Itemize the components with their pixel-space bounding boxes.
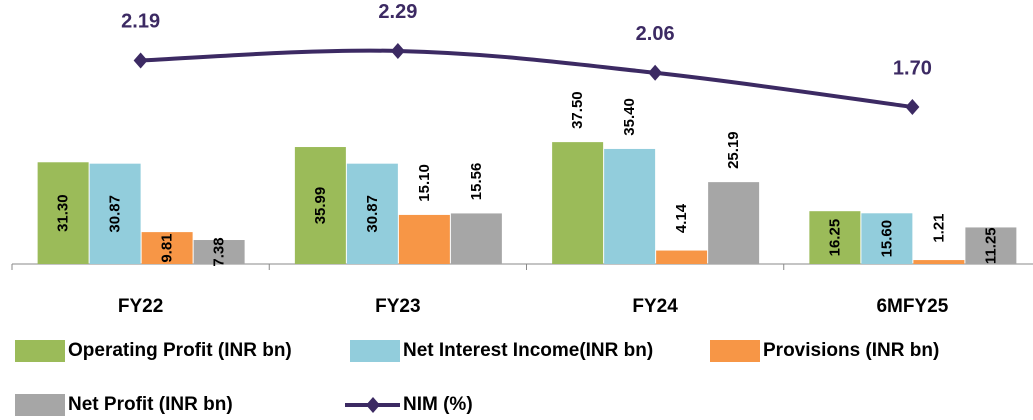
x-tick-label: FY22 — [118, 296, 163, 317]
legend-label: Net Profit (INR bn) — [68, 394, 233, 415]
line-value-label: 2.06 — [636, 23, 675, 45]
value-label: 1.21 — [930, 213, 947, 242]
legend-label: NIM (%) — [403, 394, 473, 415]
bar — [656, 250, 708, 264]
value-label: 37.50 — [569, 91, 586, 129]
bar — [294, 147, 346, 264]
value-label: 35.99 — [312, 187, 329, 225]
bar — [398, 214, 450, 264]
legend-label: Net Interest Income(INR bn) — [403, 340, 653, 361]
value-label: 16.25 — [826, 219, 843, 257]
line-value-label: 2.19 — [121, 11, 160, 33]
bar — [346, 163, 398, 264]
value-label: 30.87 — [364, 195, 381, 233]
bar — [913, 260, 965, 264]
value-label: 30.87 — [107, 195, 124, 233]
x-tick-label: 6MFY25 — [876, 296, 948, 317]
x-tick-label: FY23 — [375, 296, 420, 317]
bar — [141, 232, 193, 264]
line-value-label: 2.29 — [378, 1, 417, 23]
value-label: 11.25 — [982, 227, 999, 264]
legend-swatch — [350, 340, 400, 362]
value-label: 15.56 — [468, 163, 485, 201]
bar — [604, 148, 656, 264]
bar — [552, 142, 604, 264]
value-label: 25.19 — [725, 131, 742, 169]
legend-swatch — [15, 340, 65, 362]
bar — [809, 211, 861, 264]
bar — [193, 240, 245, 264]
value-label: 15.60 — [878, 220, 895, 258]
bar — [89, 163, 141, 264]
bar — [965, 227, 1017, 264]
value-label: 7.38 — [211, 237, 228, 266]
legend-swatch — [710, 340, 760, 362]
value-label: 15.10 — [416, 164, 433, 202]
line-marker — [390, 42, 405, 59]
x-tick-label: FY24 — [632, 296, 678, 317]
bar — [450, 213, 502, 264]
line-value-label: 1.70 — [893, 57, 932, 79]
legend-swatch — [15, 394, 65, 416]
line-marker — [905, 99, 920, 115]
value-label: 4.14 — [673, 203, 690, 233]
legend-label: Operating Profit (INR bn) — [68, 340, 292, 361]
legend-label: Provisions (INR bn) — [763, 340, 939, 361]
bar — [861, 213, 913, 264]
line — [140, 48, 913, 109]
bar — [708, 182, 760, 264]
line-marker — [648, 64, 663, 81]
value-label: 35.40 — [621, 98, 638, 136]
bar — [37, 162, 89, 264]
value-label: 31.30 — [55, 194, 72, 232]
value-label: 9.81 — [159, 233, 176, 262]
legend-marker — [366, 397, 380, 413]
line-marker — [133, 52, 148, 69]
